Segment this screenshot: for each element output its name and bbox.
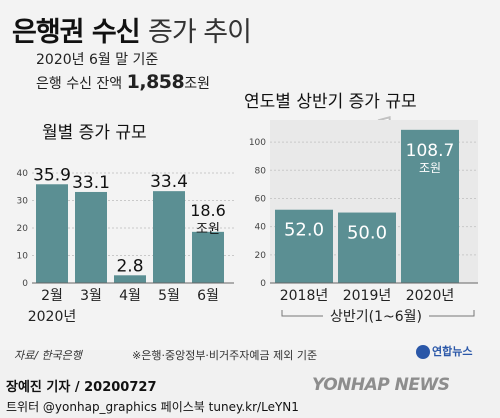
monthly-category-label: 4월 <box>119 288 141 304</box>
balance-value: 1,858 <box>126 71 185 93</box>
yearly-ytick-label: 80 <box>255 166 267 176</box>
charts-canvas: ₩ 01020304035.92월33.13월2.84월33.45월18.6조원… <box>17 103 478 325</box>
yearly-ytick-label: 60 <box>255 194 267 204</box>
monthly-bar <box>153 191 185 283</box>
monthly-chart-title: 월별 증가 규모 <box>42 123 147 143</box>
watermark: YONHAP NEWS <box>312 375 450 395</box>
monthly-value-unit: 조원 <box>196 222 220 237</box>
yearly-chart-title: 연도별 상반기 증가 규모 <box>244 92 417 112</box>
yearly-value-label: 50.0 <box>347 223 387 244</box>
title-light: 증가 추이 <box>148 17 252 48</box>
monthly-ytick-label: 10 <box>17 252 29 262</box>
monthly-value-label: 18.6 <box>190 201 226 220</box>
yearly-value-label: 108.7 <box>406 141 455 161</box>
monthly-bar <box>75 191 107 283</box>
monthly-ytick-label: 0 <box>22 279 28 289</box>
monthly-ytick-label: 30 <box>17 197 29 207</box>
title-bold: 은행권 수신 <box>12 17 141 48</box>
monthly-value-label: 33.4 <box>150 172 188 192</box>
social-links: 트위터 @yonhap_graphics 페이스북 tuney.kr/LeYN1 <box>6 400 299 414</box>
yearly-ytick-label: 20 <box>255 251 267 261</box>
logo-text: 연합뉴스 <box>432 345 473 358</box>
source-text: 자료/ 한국은행 <box>14 349 82 362</box>
yearly-ytick-label: 0 <box>260 279 266 289</box>
monthly-category-label: 6월 <box>197 288 219 304</box>
yearly-period-note: 상반기(1~6월) <box>330 309 422 325</box>
balance-line: 은행 수신 잔액 1,858조원 <box>36 71 210 93</box>
yearly-category-label: 2018년 <box>280 288 329 304</box>
balance-unit: 조원 <box>184 76 211 92</box>
monthly-category-label: 5월 <box>158 288 180 304</box>
yearly-ytick-label: 100 <box>249 138 266 148</box>
monthly-ytick-label: 20 <box>17 224 29 234</box>
yearly-value-unit: 조원 <box>419 161 441 175</box>
byline: 장예진 기자 / 20200727 <box>6 380 157 395</box>
monthly-value-label: 2.8 <box>116 256 143 276</box>
monthly-category-label: 2월 <box>41 288 63 304</box>
balance-label: 은행 수신 잔액 <box>36 76 123 92</box>
date-basis: 2020년 6월 말 기준 <box>36 52 159 68</box>
monthly-bar <box>192 231 224 283</box>
monthly-year-note: 2020년 <box>28 309 77 325</box>
monthly-bar <box>114 275 146 283</box>
note-text: ※은행·중앙정부·비거주자예금 제외 기준 <box>132 349 318 362</box>
page-title: 은행권 수신 증가 추이 <box>12 10 252 49</box>
yearly-category-label: 2019년 <box>343 288 392 304</box>
yonhap-logo: 연합뉴스 <box>416 343 472 359</box>
monthly-category-label: 3월 <box>80 288 102 304</box>
yearly-bar <box>401 129 459 283</box>
yearly-bar <box>275 209 333 283</box>
logo-mark-icon <box>416 345 430 359</box>
monthly-ytick-label: 40 <box>17 169 29 179</box>
yearly-category-label: 2020년 <box>406 288 455 304</box>
yearly-ytick-label: 40 <box>255 223 267 233</box>
yearly-value-label: 52.0 <box>284 220 324 241</box>
yearly-bar <box>338 212 396 283</box>
yearly-note-bg <box>323 305 429 325</box>
monthly-value-label: 33.1 <box>72 173 110 193</box>
monthly-value-label: 35.9 <box>33 165 71 185</box>
monthly-bar <box>36 184 68 283</box>
